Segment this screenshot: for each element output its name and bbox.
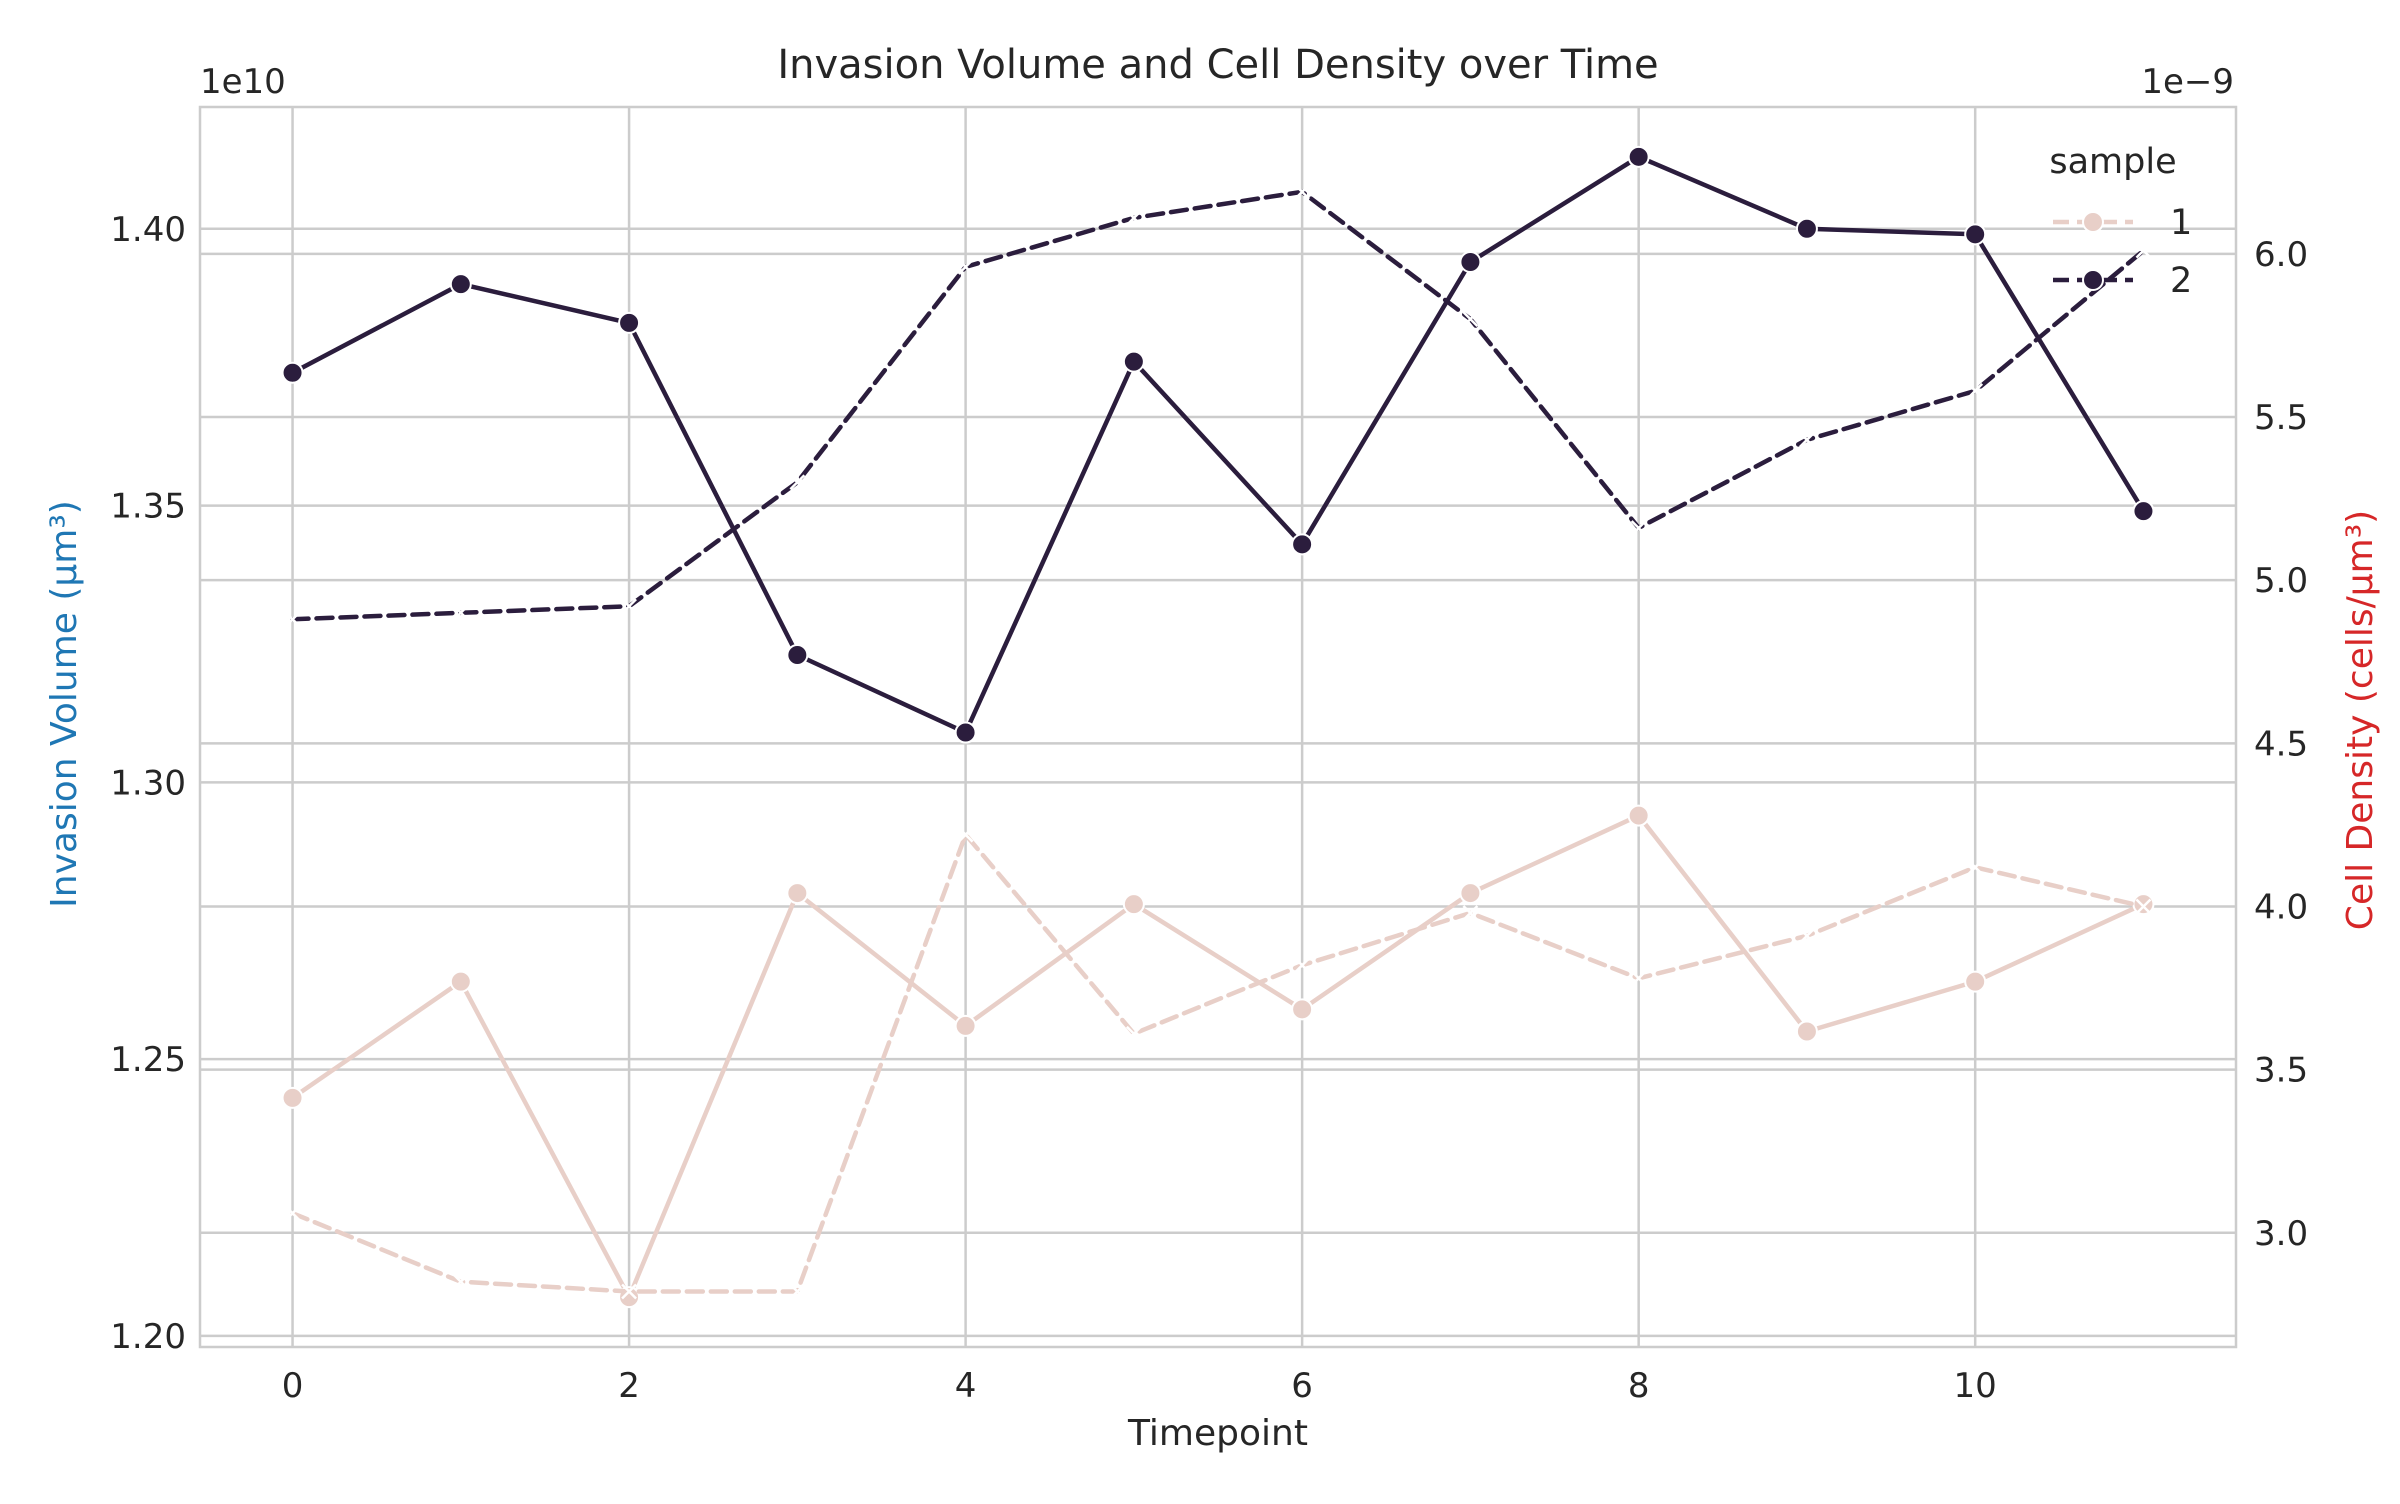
left-y-tick-label: 1.25 — [110, 1040, 186, 1080]
series-2-right-point — [621, 598, 637, 615]
series-2-right-point — [957, 259, 974, 275]
series-1-right-point — [1630, 970, 1647, 987]
left-axis-scale-note: 1e10 — [200, 62, 286, 102]
series-1-left-point — [281, 1086, 304, 1109]
series-2-right-point — [452, 604, 469, 621]
series-2-left-point — [1459, 251, 1482, 273]
right-y-tick-label: 3.5 — [2254, 1051, 2308, 1091]
series-1-right-line — [290, 832, 2146, 1294]
series-layer — [281, 145, 2155, 1309]
chart-title: Invasion Volume and Cell Density over Ti… — [777, 42, 1658, 88]
series-1-right-point — [1462, 905, 1479, 921]
series-1-right-point — [1799, 927, 1815, 944]
right-y-tick-label: 5.5 — [2254, 398, 2308, 438]
series-2-left-point — [1964, 223, 1987, 246]
right-y-tick-label: 6.0 — [2254, 235, 2308, 275]
series-1-left-point — [2132, 893, 2155, 916]
series-2-left-point — [618, 311, 641, 334]
right-y-tick-label: 4.5 — [2254, 724, 2308, 764]
legend-entry-label: 1 — [2170, 203, 2192, 243]
series-1-left-line — [290, 813, 2146, 1300]
series-2-right-point — [1630, 520, 1647, 536]
series-1-left-point — [1795, 1020, 1818, 1043]
left-y-tick-label: 1.40 — [110, 210, 186, 250]
series-2-right-line — [290, 189, 2146, 622]
series-1-left-point — [1291, 998, 1314, 1021]
series-1-left-point — [449, 970, 472, 993]
right-y-tick-label: 5.0 — [2254, 561, 2308, 601]
series-2-left-point — [2132, 500, 2155, 523]
left-y-tick-label: 1.30 — [110, 763, 186, 803]
series-1-left-point — [786, 882, 809, 905]
legend-swatch-marker — [2082, 269, 2104, 291]
series-2-right-point — [1967, 383, 1984, 399]
series-2-left-point — [954, 721, 977, 744]
series-1-right-point — [2135, 898, 2152, 915]
series-1-right-point — [1294, 957, 1311, 974]
left-axis-label: Invasion Volume (µm³) — [44, 500, 85, 908]
series-2-right-point — [1294, 183, 1311, 200]
x-tick-label: 2 — [618, 1366, 640, 1406]
right-y-tick-label: 4.0 — [2254, 887, 2308, 927]
series-1-right-point — [452, 1273, 469, 1290]
series-2-right-point — [2135, 242, 2152, 259]
series-1-left-point — [1459, 882, 1482, 905]
series-2-right-point — [284, 611, 301, 628]
series-1-right-point — [1967, 859, 1984, 876]
left-y-tick-label: 1.35 — [110, 487, 186, 527]
series-2-left-point — [1122, 350, 1145, 373]
legend-title: sample — [2049, 142, 2176, 182]
series-2-left-point — [1627, 145, 1650, 168]
x-tick-label: 10 — [1954, 1366, 1997, 1406]
axis-layer: 0 2 4 6 8 10 1.20 1.25 1.30 1.35 1.40 3.0 3.5 4.0 4.5 5… — [110, 210, 2308, 1406]
series-2-left-point — [1795, 217, 1818, 240]
right-y-tick-label: 3.0 — [2254, 1214, 2308, 1254]
series-2-left-point — [1291, 533, 1314, 556]
series-2-left-point — [449, 273, 472, 296]
series-2-right-point — [1125, 210, 1142, 226]
x-tick-label: 4 — [955, 1366, 977, 1406]
grid-layer — [200, 107, 2236, 1347]
x-tick-label: 6 — [1291, 1366, 1313, 1406]
right-axis-scale-note: 1e−9 — [2141, 62, 2234, 102]
series-1-right-point — [789, 1283, 806, 1300]
plot-frame — [198, 105, 2238, 1349]
right-axis-label: Cell Density (cells/µm³) — [2340, 510, 2381, 930]
series-2-right-point — [789, 474, 806, 491]
series-1-left-point — [1964, 970, 1987, 993]
legend-entry-label: 2 — [2170, 261, 2192, 301]
left-y-tick-label: 1.20 — [110, 1317, 186, 1357]
series-1-right-point — [957, 826, 974, 843]
x-axis-label: Timepoint — [1127, 1413, 1308, 1454]
series-1-left-point — [954, 1014, 977, 1037]
series-2-left-line — [290, 154, 2146, 735]
series-1-left-point — [1627, 804, 1650, 827]
series-2-right-point — [1799, 431, 1815, 448]
legend: sample 1 2 — [2049, 142, 2192, 301]
series-1-right-point — [1125, 1025, 1142, 1042]
series-2-left-point — [281, 361, 304, 384]
series-1-right-point — [621, 1283, 637, 1300]
series-1-right-point — [284, 1205, 301, 1222]
x-tick-label: 0 — [282, 1366, 304, 1406]
series-2-left-point — [786, 644, 809, 667]
x-tick-label: 8 — [1628, 1366, 1650, 1406]
series-1-left-point — [1122, 893, 1145, 916]
legend-swatch-marker — [2082, 211, 2104, 233]
series-2-right-point — [1462, 311, 1479, 327]
